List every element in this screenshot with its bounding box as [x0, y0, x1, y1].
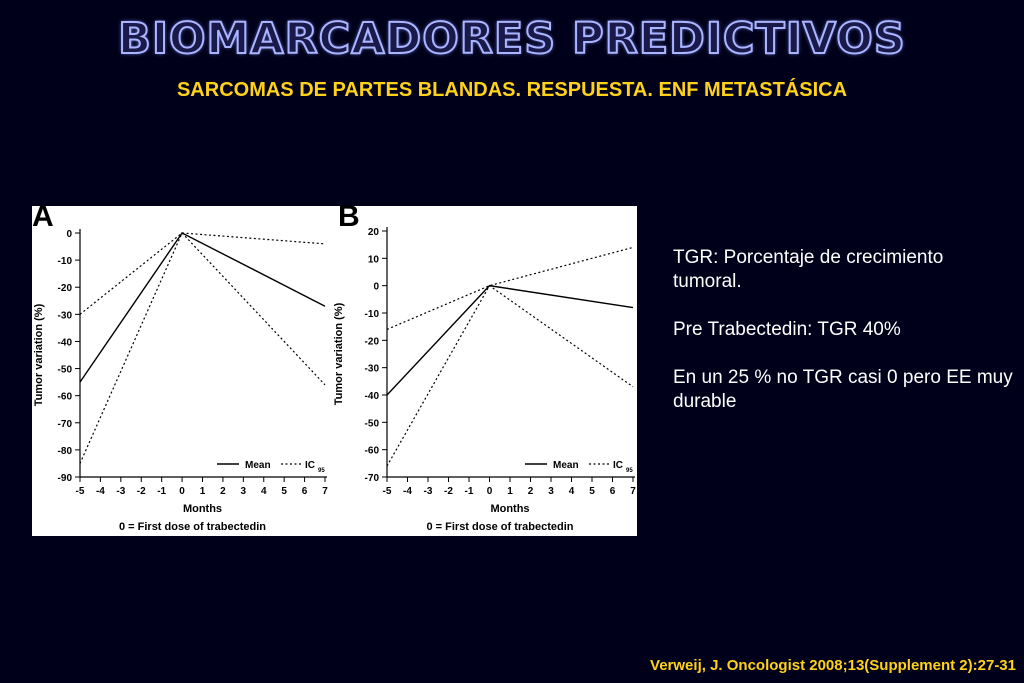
x-tick-label: 3 — [548, 486, 554, 497]
panel-letter-b: B — [338, 200, 360, 233]
x-tick-label: -1 — [465, 486, 474, 497]
x-tick-label: 4 — [261, 486, 267, 497]
legend-label-ic95: IC — [613, 460, 623, 471]
y-axis-label: Tumor variation (%) — [333, 302, 345, 405]
x-tick-label: -2 — [137, 486, 146, 497]
x-tick-label: 2 — [220, 486, 226, 497]
legend-label-mean: Mean — [553, 460, 579, 471]
x-tick-label: -5 — [76, 486, 85, 497]
x-tick-label: -2 — [444, 486, 453, 497]
y-tick-label: -50 — [58, 365, 73, 376]
citation: Verweij, J. Oncologist 2008;13(Supplemen… — [650, 657, 1016, 674]
panel-letter-a: A — [32, 200, 54, 233]
y-axis-label: Tumor variation (%) — [33, 303, 45, 406]
notes-panel: TGR: Porcentaje de crecimiento tumoral. … — [673, 246, 1013, 438]
x-tick-label: 2 — [528, 486, 534, 497]
chart-footnote: 0 = First dose of trabectedin — [426, 521, 573, 533]
slide-subtitle: SARCOMAS DE PARTES BLANDAS. RESPUESTA. E… — [176, 79, 848, 101]
y-tick-label: -60 — [58, 392, 73, 403]
y-tick-label: -20 — [365, 336, 380, 347]
y-tick-label: -20 — [58, 283, 73, 294]
y-tick-label: 0 — [66, 229, 72, 240]
series-line-ic95 — [79, 231, 326, 464]
y-tick-label: -60 — [365, 446, 380, 457]
x-tick-label: -1 — [157, 486, 166, 497]
y-tick-label: 20 — [368, 227, 380, 238]
x-tick-label: 1 — [507, 486, 513, 497]
x-tick-label: 7 — [630, 486, 636, 497]
figure-panels: A B 0 -10 -20 -30 -40 -50 -60 -70 -80 -90 -5 -4 -3 -2… — [32, 200, 637, 536]
x-tick-label: -3 — [116, 486, 125, 497]
y-tick-label: -50 — [365, 418, 380, 429]
x-tick-label: 4 — [569, 486, 575, 497]
x-tick-label: 5 — [589, 486, 595, 497]
x-tick-label: -3 — [424, 486, 433, 497]
legend-label-mean: Mean — [245, 460, 271, 471]
chart-panel-a: 0-10-20-30-40-50-60-70-80-90-5 -4 -3 -2 -1 0 1… — [33, 229, 328, 533]
y-tick-label: -80 — [58, 446, 73, 457]
y-tick-label: -90 — [58, 473, 73, 484]
note-pre-trabectedin: Pre Trabectedin: TGR 40% — [673, 319, 901, 340]
series-line-ic95 — [386, 284, 634, 467]
x-tick-label: 6 — [610, 486, 616, 497]
series-line-ic95 — [79, 232, 326, 315]
y-tick-label: -40 — [365, 391, 380, 402]
slide-title: BIOMARCADORES PREDICTIVOS — [117, 13, 906, 65]
x-tick-label: 7 — [322, 486, 328, 497]
x-tick-label: 0 — [179, 486, 185, 497]
x-tick-label: 3 — [241, 486, 247, 497]
x-axis-label: Months — [183, 503, 222, 515]
y-tick-label: -70 — [365, 473, 380, 484]
y-tick-label: -40 — [58, 337, 73, 348]
x-tick-label: -4 — [96, 486, 105, 497]
x-tick-label: 0 — [487, 486, 493, 497]
x-axis-label: Months — [490, 503, 529, 515]
series-line-ic95 — [386, 246, 634, 330]
legend-label-ic95-subscript: 95 — [626, 468, 633, 474]
y-tick-label: -30 — [365, 364, 380, 375]
legend-label-ic95-subscript: 95 — [318, 468, 325, 474]
y-tick-label: 10 — [368, 254, 380, 265]
x-tick-label: 5 — [281, 486, 287, 497]
y-tick-label: -70 — [58, 419, 73, 430]
series-line-mean — [386, 284, 634, 396]
x-tick-label: 1 — [200, 486, 206, 497]
y-tick-label: -10 — [58, 256, 73, 267]
x-tick-label: -4 — [403, 486, 412, 497]
note-tgr-definition: TGR: Porcentaje de crecimiento tumoral. — [673, 247, 944, 292]
chart-footnote: 0 = First dose of trabectedin — [119, 521, 266, 533]
x-tick-label: 6 — [302, 486, 308, 497]
y-tick-label: -10 — [365, 309, 380, 320]
y-tick-label: 0 — [373, 282, 379, 293]
series-line-mean — [79, 232, 326, 383]
x-tick-label: -5 — [383, 486, 392, 497]
note-durable-response: En un 25 % no TGR casi 0 pero EE muy dur… — [673, 367, 1013, 412]
y-tick-label: -30 — [58, 310, 73, 321]
legend-label-ic95: IC — [305, 460, 315, 471]
